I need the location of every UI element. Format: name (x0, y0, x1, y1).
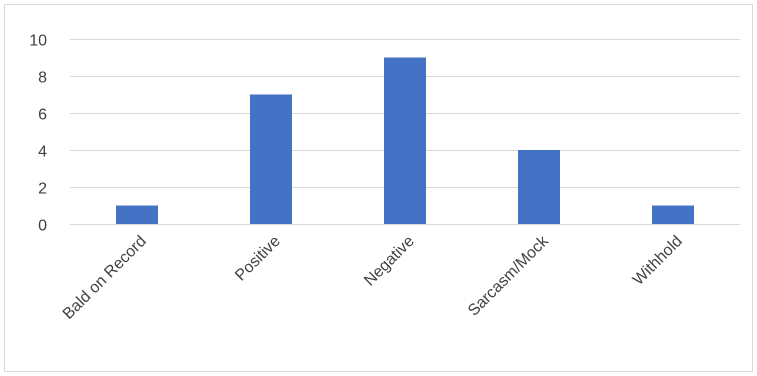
y-tick-label: 8 (38, 70, 47, 87)
bar-bald-on-record (116, 206, 158, 225)
y-tick-label: 2 (38, 181, 47, 198)
y-tick-label: 6 (38, 107, 47, 124)
bar-sarcasm-mock (518, 150, 560, 224)
y-tick-label: 0 (38, 218, 47, 235)
bar-negative (384, 58, 426, 225)
bar-withhold (652, 206, 694, 225)
y-tick-label: 4 (38, 144, 47, 161)
y-tick-label: 10 (29, 33, 47, 50)
bar-positive (250, 95, 292, 225)
